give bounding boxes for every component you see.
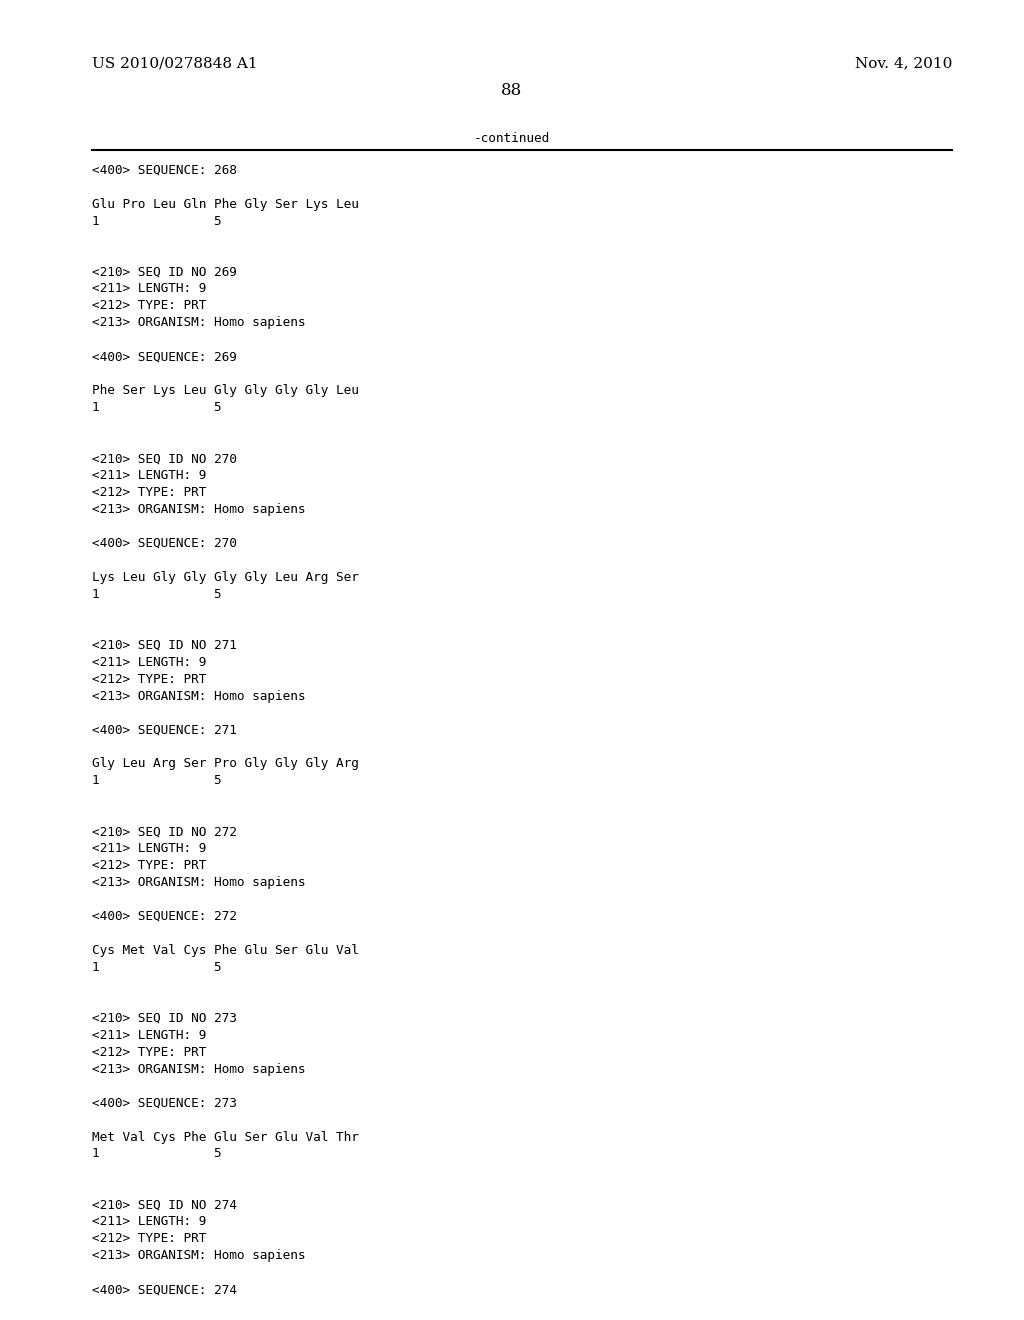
Text: Gly Leu Arg Ser Pro Gly Gly Gly Arg: Gly Leu Arg Ser Pro Gly Gly Gly Arg bbox=[92, 758, 359, 771]
Text: Cys Met Val Cys Phe Glu Ser Glu Val: Cys Met Val Cys Phe Glu Ser Glu Val bbox=[92, 944, 359, 957]
Text: US 2010/0278848 A1: US 2010/0278848 A1 bbox=[92, 57, 258, 71]
Text: <210> SEQ ID NO 269: <210> SEQ ID NO 269 bbox=[92, 265, 237, 279]
Text: <211> LENGTH: 9: <211> LENGTH: 9 bbox=[92, 1216, 207, 1229]
Text: <213> ORGANISM: Homo sapiens: <213> ORGANISM: Homo sapiens bbox=[92, 876, 305, 890]
Text: <400> SEQUENCE: 274: <400> SEQUENCE: 274 bbox=[92, 1283, 237, 1296]
Text: <400> SEQUENCE: 272: <400> SEQUENCE: 272 bbox=[92, 909, 237, 923]
Text: <212> TYPE: PRT: <212> TYPE: PRT bbox=[92, 1045, 207, 1059]
Text: <213> ORGANISM: Homo sapiens: <213> ORGANISM: Homo sapiens bbox=[92, 1063, 305, 1076]
Text: <400> SEQUENCE: 269: <400> SEQUENCE: 269 bbox=[92, 350, 237, 363]
Text: <211> LENGTH: 9: <211> LENGTH: 9 bbox=[92, 282, 207, 296]
Text: Lys Leu Gly Gly Gly Gly Leu Arg Ser: Lys Leu Gly Gly Gly Gly Leu Arg Ser bbox=[92, 570, 359, 583]
Text: <212> TYPE: PRT: <212> TYPE: PRT bbox=[92, 1233, 207, 1245]
Text: <210> SEQ ID NO 270: <210> SEQ ID NO 270 bbox=[92, 451, 237, 465]
Text: <211> LENGTH: 9: <211> LENGTH: 9 bbox=[92, 842, 207, 855]
Text: <212> TYPE: PRT: <212> TYPE: PRT bbox=[92, 859, 207, 873]
Text: Nov. 4, 2010: Nov. 4, 2010 bbox=[855, 57, 952, 71]
Text: <400> SEQUENCE: 273: <400> SEQUENCE: 273 bbox=[92, 1097, 237, 1110]
Text: Phe Ser Lys Leu Gly Gly Gly Gly Leu: Phe Ser Lys Leu Gly Gly Gly Gly Leu bbox=[92, 384, 359, 397]
Text: <210> SEQ ID NO 272: <210> SEQ ID NO 272 bbox=[92, 825, 237, 838]
Text: 1               5: 1 5 bbox=[92, 401, 222, 414]
Text: <210> SEQ ID NO 271: <210> SEQ ID NO 271 bbox=[92, 639, 237, 652]
Text: <211> LENGTH: 9: <211> LENGTH: 9 bbox=[92, 1028, 207, 1041]
Text: 88: 88 bbox=[502, 82, 522, 99]
Text: Glu Pro Leu Gln Phe Gly Ser Lys Leu: Glu Pro Leu Gln Phe Gly Ser Lys Leu bbox=[92, 198, 359, 211]
Text: <213> ORGANISM: Homo sapiens: <213> ORGANISM: Homo sapiens bbox=[92, 503, 305, 516]
Text: <210> SEQ ID NO 274: <210> SEQ ID NO 274 bbox=[92, 1199, 237, 1212]
Text: -continued: -continued bbox=[474, 132, 550, 145]
Text: <212> TYPE: PRT: <212> TYPE: PRT bbox=[92, 486, 207, 499]
Text: 1               5: 1 5 bbox=[92, 961, 222, 974]
Text: <213> ORGANISM: Homo sapiens: <213> ORGANISM: Homo sapiens bbox=[92, 1249, 305, 1262]
Text: <213> ORGANISM: Homo sapiens: <213> ORGANISM: Homo sapiens bbox=[92, 689, 305, 702]
Text: 1               5: 1 5 bbox=[92, 587, 222, 601]
Text: 1               5: 1 5 bbox=[92, 775, 222, 787]
Text: 1               5: 1 5 bbox=[92, 1147, 222, 1160]
Text: Met Val Cys Phe Glu Ser Glu Val Thr: Met Val Cys Phe Glu Ser Glu Val Thr bbox=[92, 1130, 359, 1143]
Text: <400> SEQUENCE: 271: <400> SEQUENCE: 271 bbox=[92, 723, 237, 737]
Text: <212> TYPE: PRT: <212> TYPE: PRT bbox=[92, 300, 207, 313]
Text: <210> SEQ ID NO 273: <210> SEQ ID NO 273 bbox=[92, 1012, 237, 1024]
Text: <211> LENGTH: 9: <211> LENGTH: 9 bbox=[92, 656, 207, 668]
Text: <211> LENGTH: 9: <211> LENGTH: 9 bbox=[92, 469, 207, 482]
Text: <213> ORGANISM: Homo sapiens: <213> ORGANISM: Homo sapiens bbox=[92, 317, 305, 329]
Text: 1               5: 1 5 bbox=[92, 215, 222, 227]
Text: <400> SEQUENCE: 270: <400> SEQUENCE: 270 bbox=[92, 537, 237, 550]
Text: <212> TYPE: PRT: <212> TYPE: PRT bbox=[92, 672, 207, 685]
Text: <400> SEQUENCE: 268: <400> SEQUENCE: 268 bbox=[92, 164, 237, 177]
